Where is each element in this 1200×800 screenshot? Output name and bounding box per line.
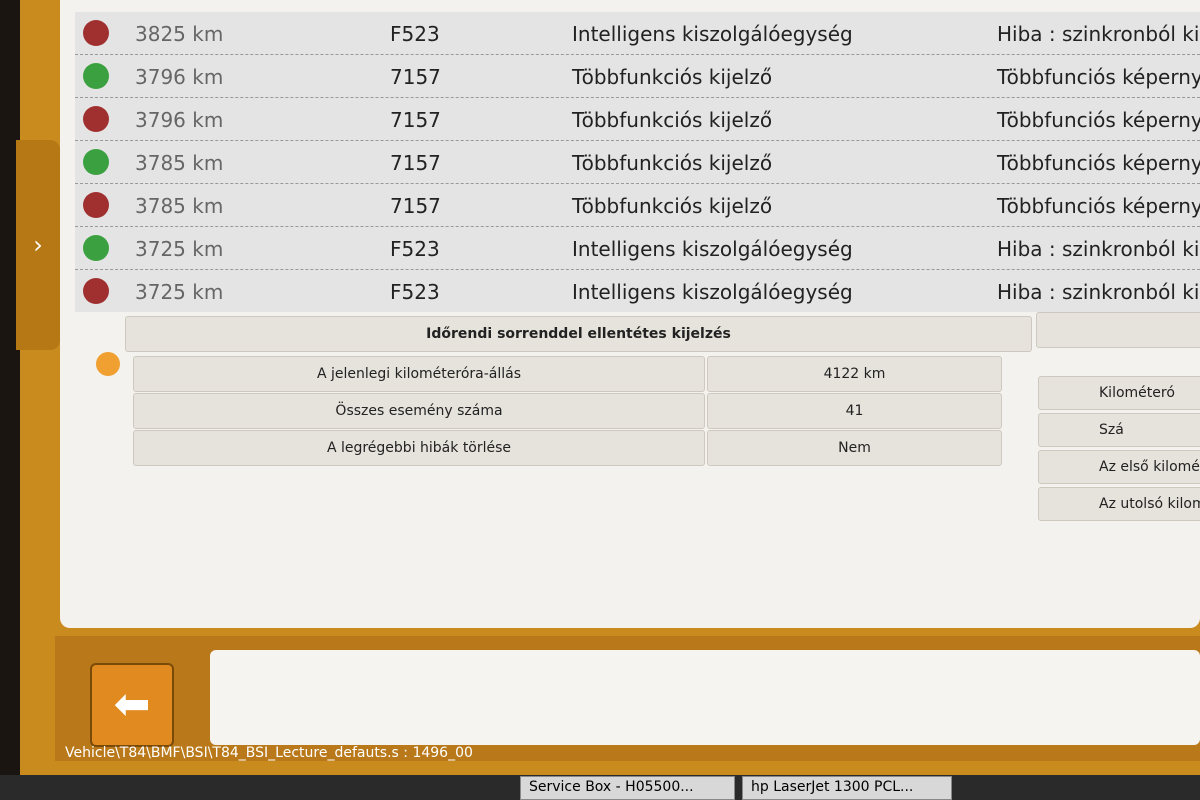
row-label: A jelenlegi kilométeróra-állás — [133, 356, 705, 392]
km: 3785 km — [135, 151, 224, 175]
row-label: A legrégebbi hibák törlése — [133, 430, 705, 466]
event-row[interactable]: 3796 km 7157 Többfunkciós kijelző Többfunci… — [75, 98, 1200, 141]
code: 7157 — [390, 65, 441, 89]
panel-title: Időrendi sorrenddel ellentétes kijelzés — [125, 316, 1032, 352]
description: Többfunciós képernyő c — [997, 108, 1200, 132]
module: Többfunkciós kijelző — [572, 108, 773, 132]
description: Hiba : szinkronból kieset — [997, 280, 1200, 304]
side-item[interactable]: Kilométeró — [1038, 376, 1200, 410]
km: 3825 km — [135, 22, 224, 46]
code: F523 — [390, 22, 440, 46]
event-row[interactable]: 3785 km 7157 Többfunkciós kijelző Többfunci… — [75, 141, 1200, 184]
status-icon — [83, 63, 109, 89]
status-icon — [83, 106, 109, 132]
module: Többfunkciós kijelző — [572, 151, 773, 175]
km: 3725 km — [135, 280, 224, 304]
side-item[interactable]: Az utolsó kilomé — [1038, 487, 1200, 521]
taskbar-item[interactable]: Service Box - H05500... — [520, 776, 735, 800]
description: Többfunciós képernyő c — [997, 194, 1200, 218]
side-header — [1036, 312, 1200, 348]
description: Többfunciós képernyő c — [997, 65, 1200, 89]
row-value: 4122 km — [707, 356, 1002, 392]
side-item[interactable]: Szá — [1038, 413, 1200, 447]
code: F523 — [390, 280, 440, 304]
status-icon — [83, 278, 109, 304]
code: 7157 — [390, 151, 441, 175]
side-toggle[interactable]: › — [16, 140, 60, 350]
code: 7157 — [390, 108, 441, 132]
km: 3785 km — [135, 194, 224, 218]
code: 7157 — [390, 194, 441, 218]
module: Többfunkciós kijelző — [572, 65, 773, 89]
collapse-button[interactable] — [96, 352, 120, 376]
description: Hiba : szinkronból kieset — [997, 237, 1200, 261]
row-value: Nem — [707, 430, 1002, 466]
module: Intelligens kiszolgálóegység — [572, 22, 853, 46]
status-icon — [83, 192, 109, 218]
event-row[interactable]: 3796 km 7157 Többfunkciós kijelző Többfunci… — [75, 55, 1200, 98]
status-icon — [83, 20, 109, 46]
message-field — [210, 650, 1200, 745]
row-value: 41 — [707, 393, 1002, 429]
event-row[interactable]: 3725 km F523 Intelligens kiszolgálóegység H… — [75, 227, 1200, 270]
event-row[interactable]: 3785 km 7157 Többfunkciós kijelző Többfunci… — [75, 184, 1200, 227]
file-path: Vehicle\T84\BMF\BSI\T84_BSI_Lecture_defa… — [65, 745, 473, 761]
km: 3796 km — [135, 65, 224, 89]
module: Intelligens kiszolgálóegység — [572, 237, 853, 261]
description: Hiba : szinkronból kiese — [997, 22, 1200, 46]
event-row[interactable]: 3825 km F523 Intelligens kiszolgálóegység H… — [75, 12, 1200, 55]
status-icon — [83, 235, 109, 261]
km: 3796 km — [135, 108, 224, 132]
description: Többfunciós képernyő c — [997, 151, 1200, 175]
event-row[interactable]: 3725 km F523 Intelligens kiszolgálóegység H… — [75, 270, 1200, 312]
back-button[interactable]: ⬅ — [90, 663, 174, 747]
status-icon — [83, 149, 109, 175]
code: F523 — [390, 237, 440, 261]
taskbar-item[interactable]: hp LaserJet 1300 PCL... — [742, 776, 952, 800]
module: Többfunkciós kijelző — [572, 194, 773, 218]
event-list: 3825 km F523 Intelligens kiszolgálóegység H… — [0, 0, 1200, 312]
side-item[interactable]: Az első kilomét — [1038, 450, 1200, 484]
row-label: Összes esemény száma — [133, 393, 705, 429]
km: 3725 km — [135, 237, 224, 261]
module: Intelligens kiszolgálóegység — [572, 280, 853, 304]
